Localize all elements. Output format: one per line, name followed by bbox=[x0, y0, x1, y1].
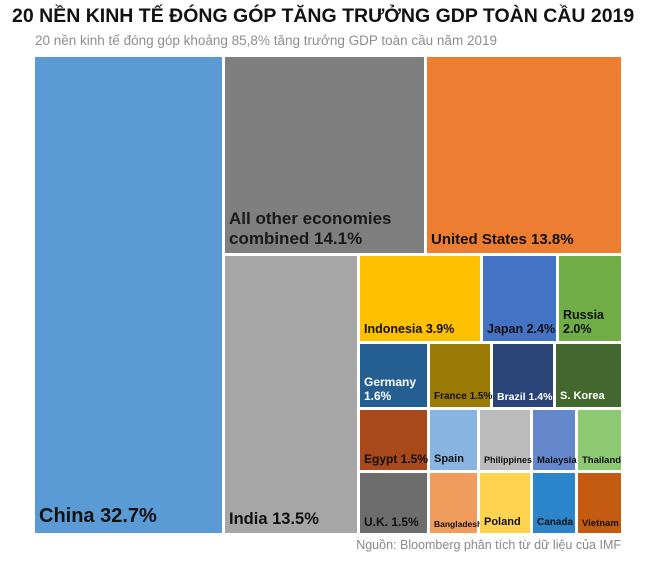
treemap-node-all-other[interactable]: All other economies combined 14.1% bbox=[225, 57, 424, 253]
treemap-node-label: Egypt 1.5% bbox=[364, 451, 429, 466]
treemap-node-label: Poland bbox=[484, 516, 521, 529]
treemap-node-poland[interactable]: Poland bbox=[480, 473, 530, 533]
treemap-node-label: All other economies combined 14.1% bbox=[229, 208, 392, 248]
treemap-node-philippines[interactable]: Philippines bbox=[480, 410, 533, 470]
treemap: China 32.7% All other economies combined … bbox=[35, 57, 621, 534]
treemap-node-japan[interactable]: Japan 2.4% bbox=[483, 256, 556, 341]
treemap-node-germany[interactable]: Germany 1.6% bbox=[360, 344, 427, 407]
treemap-node-label: Vietnam bbox=[582, 517, 619, 529]
treemap-node-russia[interactable]: Russia 2.0% bbox=[559, 256, 621, 341]
treemap-node-egypt[interactable]: Egypt 1.5% bbox=[360, 410, 429, 470]
treemap-node-vietnam[interactable]: Vietnam bbox=[578, 473, 621, 533]
treemap-node-brazil[interactable]: Brazil 1.4% bbox=[493, 344, 553, 407]
treemap-node-malaysia[interactable]: Malaysia bbox=[533, 410, 577, 470]
treemap-node-uk[interactable]: U.K. 1.5% bbox=[360, 473, 427, 533]
treemap-node-thailand[interactable]: Thailand bbox=[578, 410, 621, 470]
treemap-node-label: Russia 2.0% bbox=[563, 307, 604, 337]
treemap-node-label: U.K. 1.5% bbox=[364, 514, 419, 529]
treemap-node-bangladesh[interactable]: Bangladesh bbox=[430, 473, 482, 533]
treemap-node-spain[interactable]: Spain bbox=[430, 410, 477, 470]
treemap-node-label: Spain bbox=[434, 453, 464, 466]
treemap-node-indonesia[interactable]: Indonesia 3.9% bbox=[360, 256, 480, 341]
treemap-node-label: Bangladesh bbox=[434, 518, 483, 529]
treemap-node-india[interactable]: India 13.5% bbox=[225, 256, 357, 533]
treemap-node-label: France 1.5% bbox=[434, 391, 493, 403]
treemap-node-china[interactable]: China 32.7% bbox=[35, 57, 222, 533]
treemap-node-label: S. Korea bbox=[560, 390, 605, 403]
treemap-node-label: Philippines bbox=[484, 455, 533, 466]
treemap-node-united-states[interactable]: United States 13.8% bbox=[427, 57, 621, 253]
source-attribution: Nguồn: Bloomberg phân tích từ dữ liệu củ… bbox=[356, 538, 621, 552]
treemap-node-s-korea[interactable]: S. Korea bbox=[556, 344, 621, 407]
treemap-node-label: India 13.5% bbox=[229, 509, 319, 528]
page-title: 20 NỀN KINH TẾ ĐÓNG GÓP TĂNG TRƯỞNG GDP … bbox=[12, 5, 635, 27]
treemap-node-canada[interactable]: Canada bbox=[533, 473, 575, 533]
treemap-node-label: Brazil 1.4% bbox=[497, 390, 553, 403]
treemap-node-label: Japan 2.4% bbox=[487, 322, 556, 337]
treemap-node-label: Malaysia bbox=[537, 454, 577, 466]
treemap-node-label: United States 13.8% bbox=[431, 231, 574, 249]
treemap-node-label: China 32.7% bbox=[39, 505, 157, 528]
treemap-node-label: Indonesia 3.9% bbox=[364, 322, 455, 337]
treemap-node-label: Thailand bbox=[582, 454, 622, 466]
treemap-node-label: Germany 1.6% bbox=[364, 374, 417, 403]
treemap-node-label: Canada bbox=[537, 517, 574, 529]
treemap-node-france[interactable]: France 1.5% bbox=[430, 344, 493, 407]
chart-subtitle: 20 nền kinh tế đóng góp khoảng 85,8% tăn… bbox=[35, 33, 497, 48]
